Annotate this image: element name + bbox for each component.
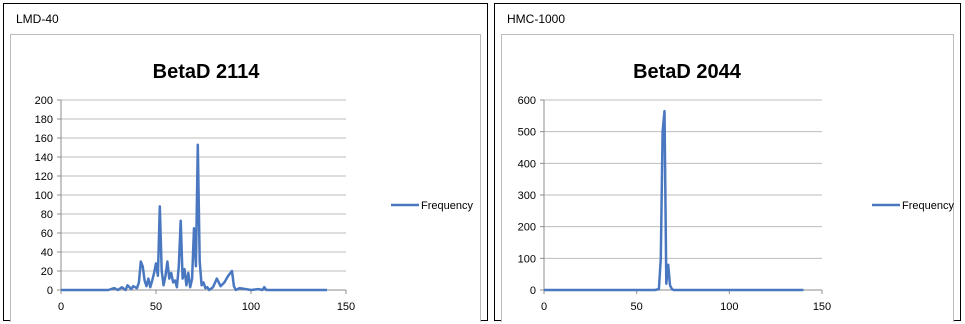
y-tick-label: 60 [41, 228, 53, 240]
y-tick-label: 200 [518, 222, 536, 234]
y-tick-label: 100 [35, 190, 53, 202]
series-line-frequency [544, 109, 804, 292]
y-tick-label: 0 [530, 285, 536, 297]
y-tick-label: 80 [41, 209, 53, 221]
x-tick-label: 50 [631, 301, 643, 313]
y-tick-label: 600 [518, 95, 536, 107]
x-tick-label: 0 [541, 301, 547, 313]
panel-label: HMC-1000 [507, 12, 566, 26]
chart-panel-lmd40: LMD-40 BetaD 2114 0 20 40 60 80 100 120 140 160 18… [3, 3, 488, 322]
x-tick-label: 150 [337, 301, 355, 313]
y-tick-label: 200 [35, 95, 53, 107]
x-tick-label: 150 [813, 301, 831, 313]
legend-label: Frequency [902, 200, 954, 212]
y-tick-label: 40 [41, 247, 53, 259]
x-tick-label: 50 [150, 301, 162, 313]
chart-area: BetaD 2114 0 20 40 60 80 100 120 140 160 180 200 0 50… [10, 34, 481, 322]
line-chart: BetaD 2044 0 100 200 300 400 500 600 0 50 100 150 Fr… [518, 61, 955, 313]
y-tick-label: 100 [518, 253, 536, 265]
x-tick-label: 0 [58, 301, 64, 313]
y-tick-label: 0 [47, 285, 53, 297]
line-chart: BetaD 2114 0 20 40 60 80 100 120 140 160 180 200 0 50… [35, 61, 474, 313]
chart-title: BetaD 2114 [153, 61, 261, 83]
y-tick-label: 500 [518, 127, 536, 139]
y-tick-label: 140 [35, 152, 53, 164]
y-tick-label: 20 [41, 266, 53, 278]
chart-title: BetaD 2044 [633, 61, 742, 83]
legend-label: Frequency [421, 200, 473, 212]
x-tick-label: 100 [720, 301, 738, 313]
y-tick-label: 400 [518, 158, 536, 170]
series-line-frequency [61, 143, 327, 292]
x-tick-label: 100 [242, 301, 260, 313]
y-tick-label: 180 [35, 114, 53, 126]
y-tick-label: 120 [35, 171, 53, 183]
chart-area: BetaD 2044 0 100 200 300 400 500 600 0 50 100 150 Fr… [501, 34, 954, 322]
panel-label: LMD-40 [16, 12, 59, 26]
y-tick-label: 160 [35, 133, 53, 145]
y-tick-label: 300 [518, 190, 536, 202]
chart-panel-hmc1000: HMC-1000 BetaD 2044 0 100 200 300 400 500 600 0 5… [494, 3, 961, 322]
